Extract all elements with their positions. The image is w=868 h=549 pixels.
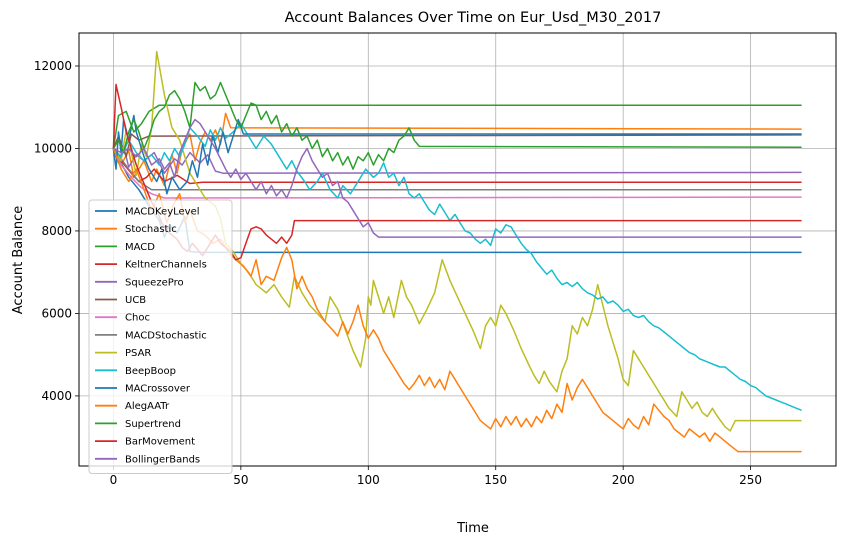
plot-frame [78, 32, 837, 467]
legend-label: MACD [125, 242, 155, 253]
x-tick-label: 50 [233, 473, 248, 487]
y-tick-label: 8000 [41, 224, 72, 238]
legend-label: MACrossover [125, 384, 191, 395]
legend-label: BollingerBands [125, 454, 200, 465]
legend-label: BarMovement [125, 437, 195, 448]
series-line-beepboop [112, 122, 802, 411]
series-line-alegaatr [112, 148, 802, 453]
tick-layer: 0 50 100 150 200 250 4000 6000 8000 10000 12000 [34, 59, 762, 487]
legend: MACDKeyLevel Stochastic MACD KeltnerChannel… [88, 199, 233, 474]
y-tick-label: 10000 [34, 141, 72, 155]
x-axis-label: Time [456, 521, 489, 536]
x-tick-label: 0 [110, 473, 118, 487]
x-tick-label: 100 [357, 473, 380, 487]
y-tick-label: 6000 [41, 306, 72, 320]
legend-label: MACDStochastic [125, 330, 207, 341]
series-layer [112, 50, 802, 453]
series-line-choc [112, 148, 802, 199]
legend-label: BeepBoop [125, 366, 176, 377]
x-tick-label: 250 [739, 473, 762, 487]
series-line-supertrend [112, 81, 802, 170]
y-axis-label: Account Balance [11, 206, 26, 314]
legend-label: UCB [125, 295, 146, 306]
x-tick-label: 150 [484, 473, 507, 487]
legend-label: PSAR [125, 348, 151, 359]
legend-label: KeltnerChannels [125, 260, 207, 271]
x-tick-label: 200 [612, 473, 635, 487]
legend-label: MACDKeyLevel [125, 207, 200, 218]
series-line-macdstochastic [112, 148, 802, 191]
legend-label: Supertrend [125, 419, 181, 430]
y-tick-label: 4000 [41, 389, 72, 403]
legend-label: Stochastic [125, 224, 177, 235]
legend-label: SqueezePro [125, 277, 184, 288]
legend-box [88, 199, 233, 474]
y-tick-label: 12000 [34, 59, 72, 73]
chart-title: Account Balances Over Time on Eur_Usd_M3… [285, 10, 662, 26]
series-line-bollingerbands [113, 118, 802, 238]
legend-label: AlegAATr [125, 401, 170, 412]
legend-label: Choc [125, 313, 150, 324]
